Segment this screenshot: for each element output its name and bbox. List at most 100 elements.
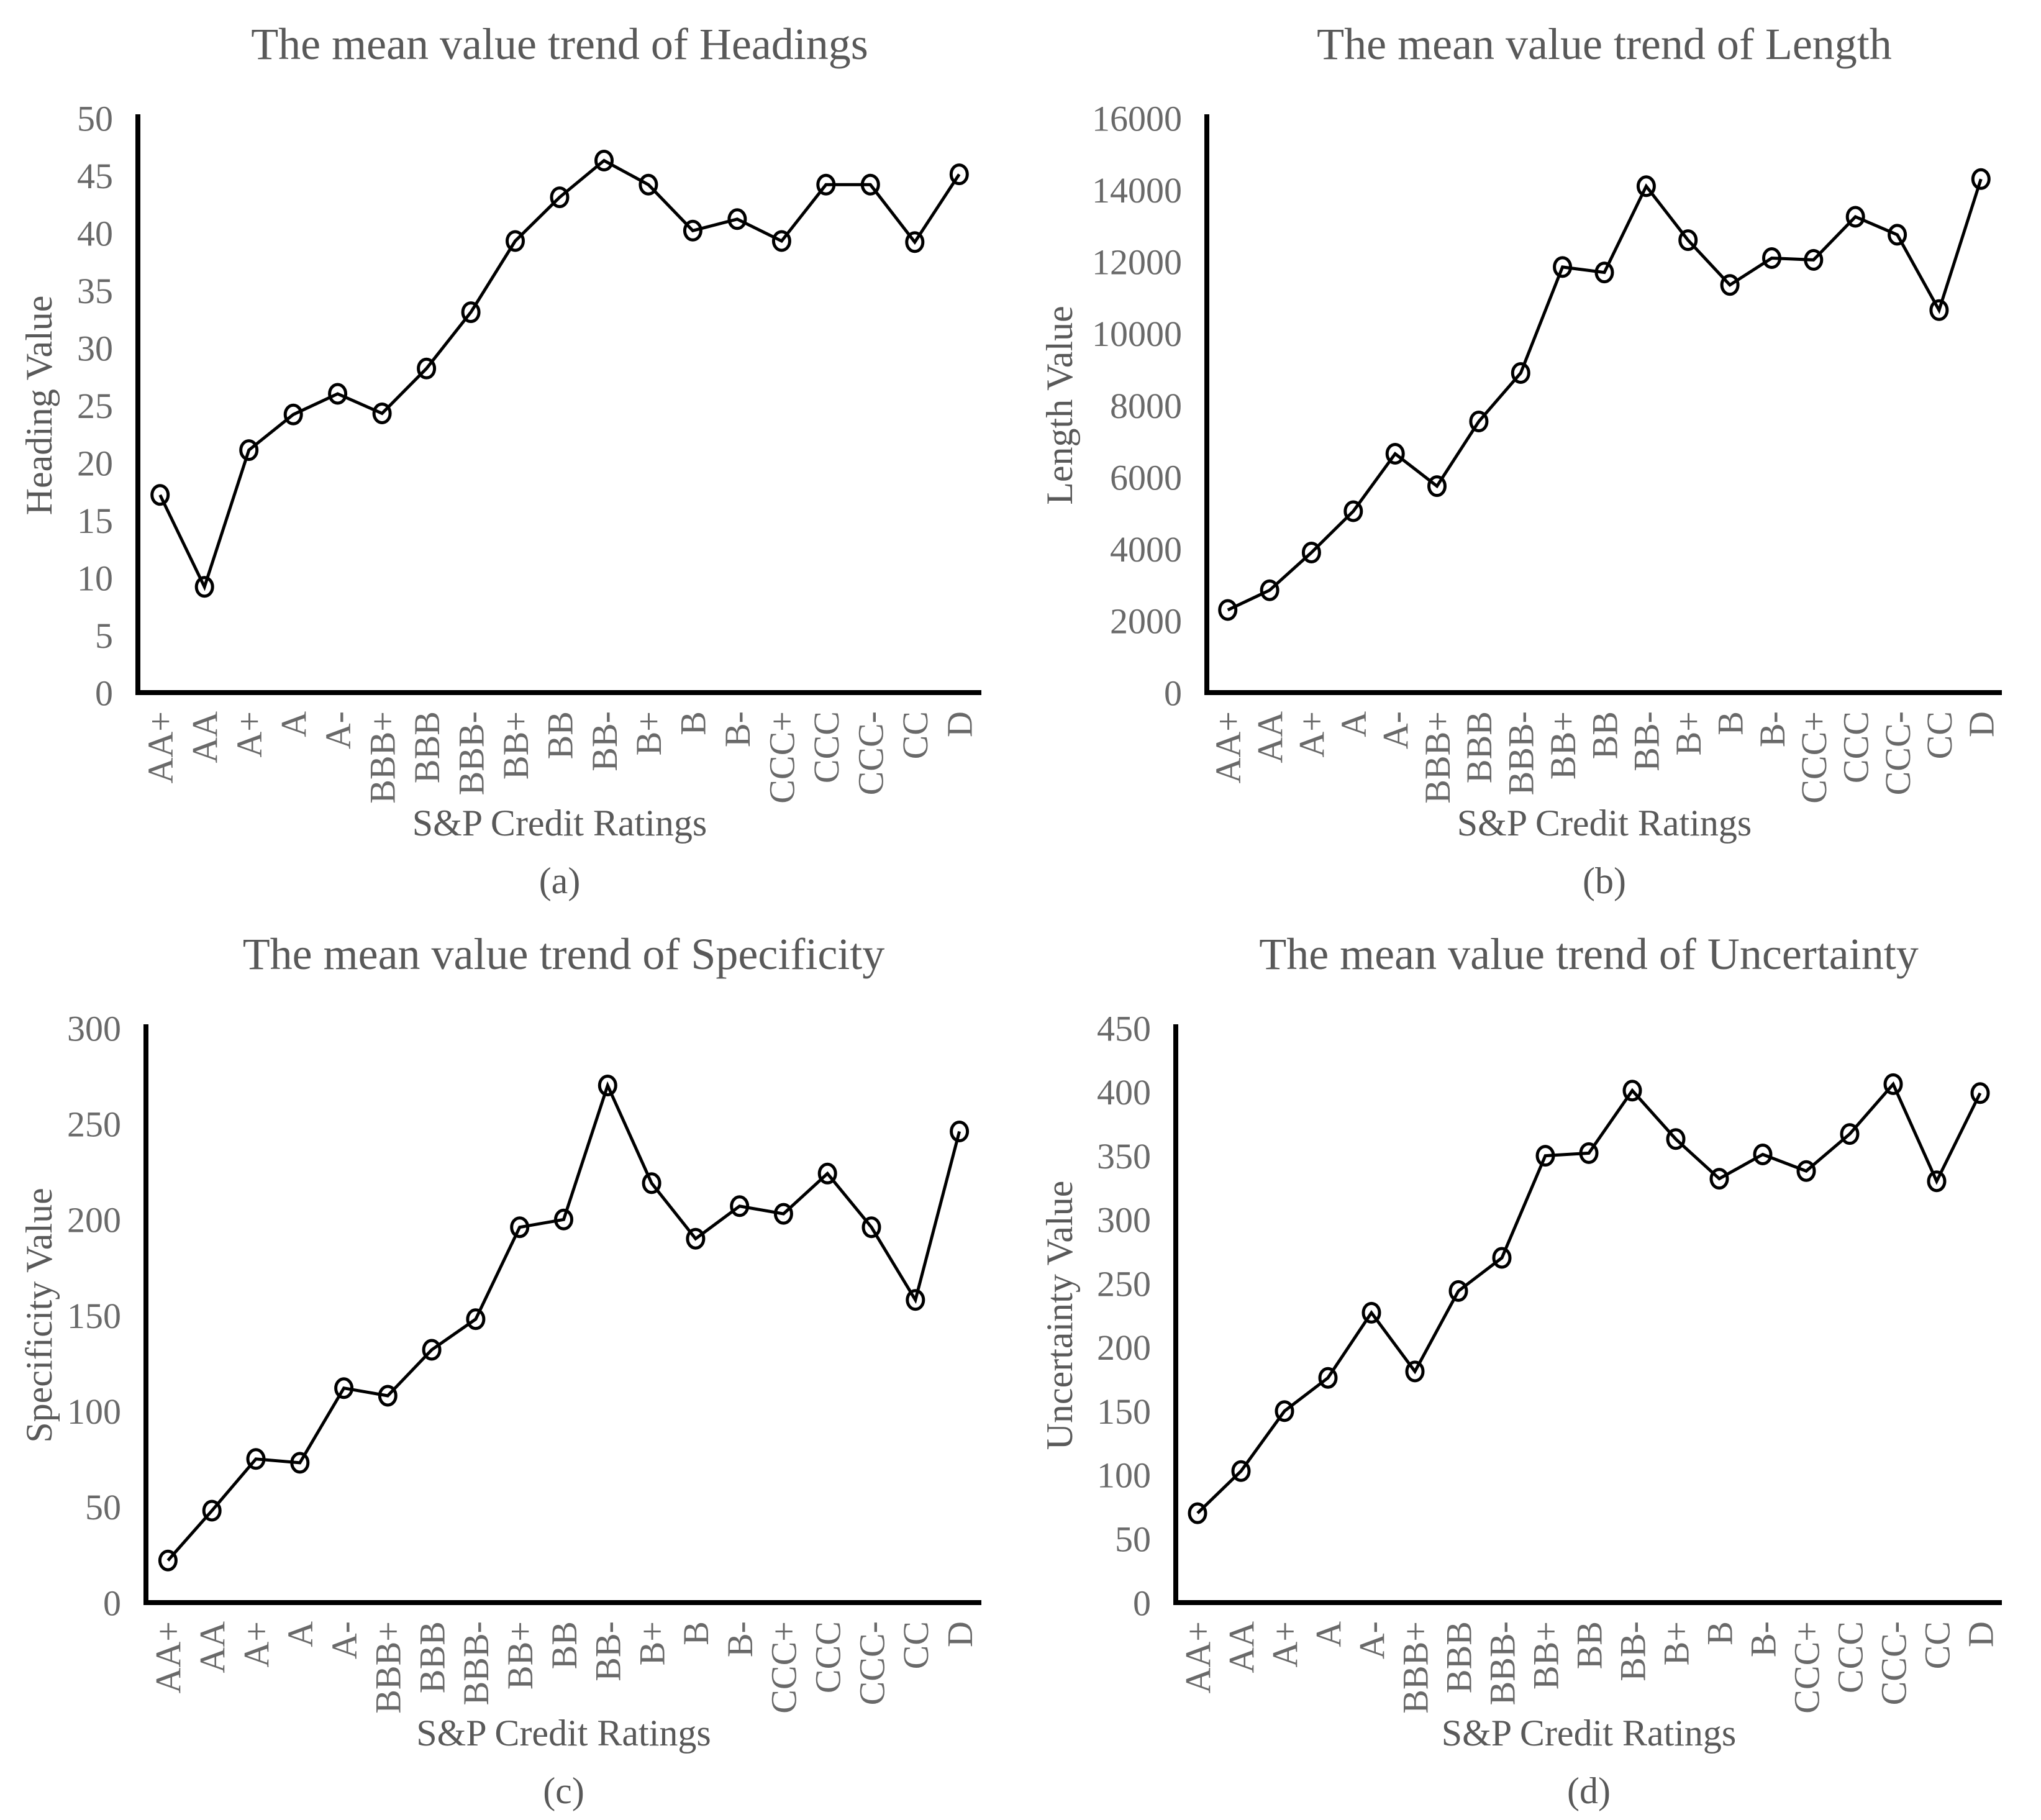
chart-title: The mean value trend of Specificity	[243, 929, 885, 979]
y-tick-label: 8000	[1110, 386, 1182, 426]
data-line	[166, 1081, 961, 1562]
x-tick-label: A+	[236, 1621, 276, 1668]
data-point-marker	[1845, 206, 1865, 228]
x-tick-label: D	[1960, 1621, 2001, 1647]
y-tick-label: 50	[1115, 1519, 1151, 1560]
x-axis-title: S&P Credit Ratings	[412, 803, 707, 844]
panel-label: (a)	[539, 860, 581, 901]
data-point-marker	[905, 231, 925, 253]
x-tick-label: BB+	[496, 711, 536, 780]
data-line	[1227, 178, 1983, 612]
y-tick-label: 10	[77, 558, 113, 598]
x-tick-label: A+	[1292, 711, 1332, 758]
x-tick-label: D	[940, 711, 980, 737]
data-point-marker	[1469, 411, 1489, 432]
x-tick-label: BBB-	[1501, 711, 1542, 795]
x-tick-label: D	[1961, 711, 2002, 737]
chart-title: The mean value trend of Uncertainty	[1259, 929, 1919, 979]
y-tick-label: 150	[1097, 1391, 1151, 1432]
data-point-marker	[1275, 1400, 1294, 1422]
data-point-marker	[639, 173, 658, 196]
panel-label: (b)	[1583, 860, 1626, 901]
x-tick-label: CCC-	[1878, 711, 1918, 795]
data-point-marker	[246, 1448, 266, 1470]
y-tick-label: 0	[1164, 673, 1182, 713]
data-point-marker	[1579, 1142, 1599, 1164]
x-tick-label: A-	[324, 1621, 365, 1659]
x-tick-label: B+	[629, 711, 669, 755]
x-tick-label: BB-	[588, 1621, 629, 1681]
x-tick-label: A	[1308, 1621, 1348, 1647]
data-point-marker	[1231, 1460, 1251, 1482]
data-point-marker	[150, 484, 170, 506]
data-point-marker	[1970, 1082, 1990, 1104]
y-tick-label: 200	[1097, 1327, 1151, 1368]
y-tick-label: 10000	[1092, 314, 1182, 354]
y-tick-label: 35	[77, 271, 113, 311]
y-tick-label: 30	[77, 328, 113, 368]
y-axis-title: Heading Value	[19, 296, 60, 516]
data-point-marker	[683, 219, 702, 242]
data-point-marker	[550, 186, 570, 209]
x-tick-label: A-	[318, 711, 358, 749]
y-axis-title: Specificity Value	[19, 1188, 60, 1442]
y-tick-label: 15	[77, 501, 113, 541]
x-tick-label: A	[280, 1621, 320, 1647]
x-tick-label: CCC+	[1786, 1621, 1827, 1714]
data-point-marker	[194, 576, 214, 598]
x-tick-label: BB	[1584, 711, 1625, 759]
y-tick-label: 6000	[1110, 457, 1182, 498]
data-point-marker	[378, 1385, 398, 1407]
x-tick-label: BBB+	[1417, 711, 1458, 804]
x-tick-label: AA+	[140, 711, 181, 783]
x-tick-label: AA	[1250, 711, 1290, 763]
x-tick-label: A-	[1352, 1621, 1392, 1659]
data-point-marker	[727, 208, 747, 230]
x-tick-label: AA	[193, 1621, 233, 1673]
x-tick-label: BBB+	[1395, 1621, 1435, 1714]
data-point-marker	[1385, 443, 1405, 465]
y-tick-label: 4000	[1110, 529, 1182, 570]
data-point-marker	[860, 173, 880, 196]
data-point-marker	[817, 1162, 837, 1185]
chart-canvas-d: The mean value trend of Uncertainty 0 50 10…	[1039, 929, 2002, 1811]
chart-title: The mean value trend of Headings	[251, 19, 868, 69]
y-tick-label: 200	[67, 1200, 121, 1240]
x-tick-label: AA	[1221, 1621, 1261, 1673]
x-tick-label: CC	[1919, 711, 1960, 759]
x-axis-title: S&P Credit Ratings	[1457, 803, 1752, 844]
data-point-marker	[328, 383, 348, 405]
x-axis-title: S&P Credit Ratings	[1442, 1713, 1737, 1754]
x-axis-title: S&P Credit Ratings	[416, 1713, 711, 1754]
x-tick-label: B-	[720, 1621, 760, 1657]
data-point-marker	[1343, 500, 1363, 522]
x-tick-label: CC	[895, 711, 935, 759]
data-point-marker	[594, 150, 614, 171]
chart-canvas-b: The mean value trend of Length 0 2000 4000 6…	[1039, 19, 2002, 901]
chart-title: The mean value trend of Length	[1317, 19, 1892, 69]
data-point-marker	[1511, 362, 1530, 384]
y-tick-label: 50	[85, 1487, 121, 1527]
data-point-marker	[1448, 1280, 1468, 1302]
data-point-marker	[202, 1499, 222, 1522]
x-tick-label: BB	[544, 1621, 584, 1669]
data-point-marker	[1218, 599, 1238, 621]
data-point-marker	[1709, 1168, 1729, 1190]
x-tick-label: CC	[896, 1621, 936, 1669]
x-tick-label: A+	[1265, 1621, 1305, 1668]
data-line	[158, 158, 961, 591]
y-tick-label: 300	[67, 1008, 121, 1049]
x-tick-label: AA	[185, 711, 225, 763]
data-point-marker	[1929, 299, 1949, 321]
data-point-marker	[1260, 579, 1280, 601]
data-point-marker	[1666, 1128, 1686, 1150]
x-tick-label: BBB	[412, 1621, 452, 1693]
data-point-marker	[730, 1195, 750, 1217]
data-point-marker	[1762, 247, 1781, 269]
data-point-marker	[1971, 168, 1991, 190]
x-tick-label: A-	[1376, 711, 1416, 749]
data-point-marker	[466, 1308, 486, 1331]
x-tick-label: BB-	[1627, 711, 1667, 771]
x-tick-label: A	[274, 711, 314, 737]
x-tick-label: B	[1710, 711, 1750, 735]
